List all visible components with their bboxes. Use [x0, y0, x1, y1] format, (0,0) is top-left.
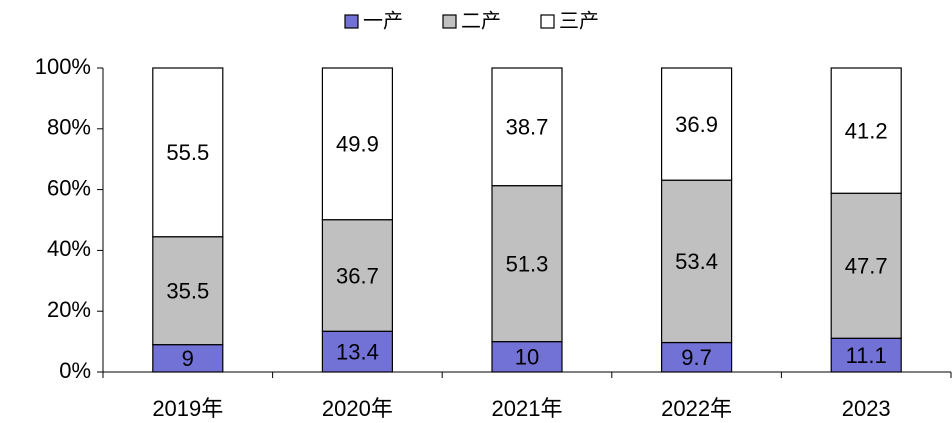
- bar-segment: [152, 236, 224, 346]
- bar-segment: [491, 67, 563, 187]
- x-tick-label: 2019年: [152, 396, 223, 421]
- data-label: 36.7: [336, 263, 379, 288]
- legend-swatch: [344, 14, 359, 29]
- legend: 一产 二产 三产: [344, 9, 599, 32]
- data-label: 47.7: [845, 254, 888, 279]
- bar-segment: [830, 337, 902, 373]
- x-tick-label: 2023: [842, 396, 891, 421]
- data-label: 10: [515, 345, 539, 370]
- data-label: 51.3: [506, 251, 549, 276]
- data-label: 41.2: [845, 118, 888, 143]
- legend-swatch: [442, 14, 457, 29]
- y-tick-label: 80%: [47, 115, 91, 140]
- bar-segment: [491, 185, 563, 343]
- legend-swatch: [540, 14, 555, 29]
- data-label: 49.9: [336, 132, 379, 157]
- data-label: 38.7: [506, 115, 549, 140]
- x-tick-label: 2022年: [661, 396, 732, 421]
- y-tick-label: 100%: [35, 54, 91, 79]
- bar-segment: [152, 67, 224, 238]
- y-tick-label: 60%: [47, 175, 91, 200]
- x-tick-label: 2020年: [322, 396, 393, 421]
- data-label: 35.5: [166, 278, 209, 303]
- y-tick-label: 20%: [47, 297, 91, 322]
- data-label: 55.5: [166, 140, 209, 165]
- data-label: 36.9: [675, 112, 718, 137]
- data-label: 13.4: [336, 339, 379, 364]
- data-label: 9.7: [681, 345, 712, 370]
- bar-segment: [321, 219, 393, 332]
- bar-segment: [660, 179, 733, 344]
- data-label: 53.4: [675, 249, 718, 274]
- bar-segment: [660, 341, 733, 373]
- x-tick-label: 2021年: [492, 396, 563, 421]
- bar-segment: [152, 344, 224, 373]
- bar-segment: [830, 67, 902, 194]
- bar-segment: [660, 67, 733, 181]
- legend-label: 三产: [559, 9, 599, 32]
- bar-segment: [321, 67, 393, 221]
- y-tick-label: 40%: [47, 236, 91, 261]
- y-tick-label: 0%: [59, 358, 91, 383]
- bar-segment: [491, 341, 563, 373]
- legend-label: 一产: [363, 9, 403, 32]
- data-label: 9: [182, 346, 194, 371]
- bar-segment: [830, 192, 902, 339]
- data-label: 11.1: [846, 343, 887, 368]
- bar-segment: [321, 330, 393, 373]
- legend-label: 二产: [461, 9, 501, 32]
